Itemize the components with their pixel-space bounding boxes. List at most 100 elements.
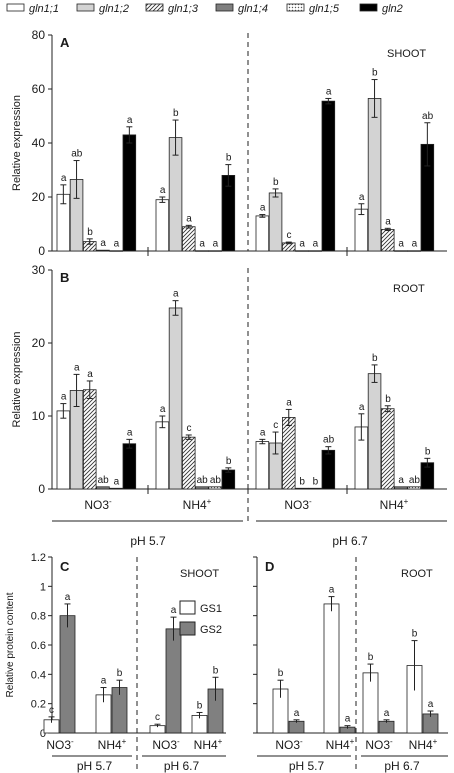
legend-label: GS1 (200, 603, 222, 615)
significance-letter: b (87, 227, 93, 238)
significance-letter: a (412, 239, 418, 250)
significance-letter: a (398, 239, 404, 250)
legend-swatch (76, 3, 95, 12)
bar-gln1;5 (109, 250, 123, 252)
significance-letter: c (155, 712, 160, 723)
legend-label: gln1;3 (168, 3, 199, 15)
significance-letter: b (278, 668, 284, 679)
bar-gln1;5 (407, 250, 421, 252)
significance-letter: ab (71, 149, 83, 160)
significance-letter: b (197, 700, 203, 711)
significance-letter: a (199, 239, 205, 250)
significance-letter: a (286, 397, 292, 408)
significance-letter: c (187, 423, 192, 434)
significance-letter: a (74, 362, 80, 373)
significance-letter: b (385, 394, 391, 405)
significance-letter: a (114, 476, 120, 487)
tissue-label: ROOT (393, 283, 425, 295)
significance-letter: a (160, 404, 166, 415)
ab-x-labels: NO3- NH4+ NO3- NH4+ pH 5.7 pH 6.7 (52, 489, 447, 548)
bar-GS2 (165, 628, 182, 734)
significance-letter: b (213, 665, 219, 676)
bar-gln1;4 (96, 249, 110, 252)
bar-gln1;1 (255, 441, 270, 490)
bar-gln1;3 (181, 226, 196, 252)
legend-item-gln1;4: gln1;4 (215, 3, 268, 15)
y-tick-label: 0.8 (31, 611, 46, 623)
bar-gln1;2 (367, 98, 382, 252)
bar-gln1;3 (380, 228, 395, 252)
x-label-ph57: pH 5.7 (77, 759, 113, 773)
x-label-nh4: NH4+ (194, 737, 223, 752)
significance-letter: a (100, 238, 106, 249)
bar-gln1;1 (155, 421, 170, 490)
x-label-ph67: pH 6.7 (384, 759, 420, 773)
tissue-label: ROOT (401, 568, 433, 580)
panel-letter: C (60, 559, 70, 574)
bar-GS1 (362, 672, 379, 734)
bar-gln2 (321, 100, 336, 252)
significance-letter: ab (98, 475, 110, 486)
bar-gln1;5 (109, 487, 123, 490)
bar-gln1;1 (56, 410, 71, 490)
bar-gln1;5 (308, 487, 322, 490)
bar-gln1;4 (394, 486, 408, 490)
significance-letter: b (368, 652, 374, 663)
significance-letter: a (385, 216, 391, 227)
bar-GS2 (378, 720, 395, 734)
significance-letter: a (171, 605, 177, 616)
significance-letter: b (173, 108, 179, 119)
significance-letter: a (114, 239, 120, 250)
significance-letter: a (260, 427, 266, 438)
y-tick-label: 1 (40, 581, 46, 593)
significance-letter: ab (323, 435, 335, 446)
significance-letter: a (313, 239, 319, 250)
bar-gln2 (122, 134, 137, 252)
bar-gln1;5 (208, 250, 222, 252)
significance-letter: a (384, 708, 390, 719)
bar-gln1;5 (208, 486, 222, 490)
significance-letter: b (117, 668, 123, 679)
significance-letter: a (101, 676, 107, 687)
significance-letter: a (398, 475, 404, 486)
x-label-nh4: NH4+ (409, 737, 438, 752)
legend-label: gln1;1 (29, 3, 59, 15)
bar-gln2 (221, 174, 236, 252)
significance-letter: a (213, 239, 219, 250)
legend-item-gln1;5: gln1;5 (286, 3, 340, 15)
panel-letter: A (60, 35, 70, 50)
x-label-no3: NO3- (365, 737, 393, 752)
significance-letter: ab (409, 475, 421, 486)
bar-gln2 (321, 449, 336, 490)
significance-letter: a (329, 585, 335, 596)
legend-swatch (359, 3, 378, 12)
legend-label: GS2 (200, 624, 222, 636)
legend-swatch-GS2 (179, 621, 196, 636)
y-axis-label: Relative expression (11, 332, 23, 428)
x-label-ph67: pH 6.7 (332, 534, 368, 548)
y-tick-label: 0 (38, 482, 45, 496)
significance-letter: b (372, 353, 378, 364)
significance-letter: a (61, 392, 67, 403)
legend-swatch (286, 3, 305, 12)
legend-label: gln1;2 (99, 3, 129, 15)
y-tick-label: 40 (32, 136, 46, 150)
y-tick-label: 0 (40, 728, 46, 740)
bar-gln1;4 (295, 250, 309, 252)
bar-gln1;5 (308, 250, 322, 252)
bar-gln1;2 (168, 307, 183, 490)
significance-letter: b (273, 177, 279, 188)
legend-item-gln1;1: gln1;1 (6, 3, 59, 15)
bar-gln1;4 (394, 250, 408, 252)
x-label-ph57: pH 5.7 (130, 534, 166, 548)
y-tick-label: 20 (32, 190, 46, 204)
bar-gln1;1 (354, 208, 369, 252)
significance-letter: c (273, 420, 278, 431)
bar-GS1 (323, 603, 340, 734)
x-label-no3: NO3- (284, 497, 312, 512)
legend-label: gln1;5 (309, 3, 340, 15)
legend-item-gln1;2: gln1;2 (76, 3, 129, 15)
